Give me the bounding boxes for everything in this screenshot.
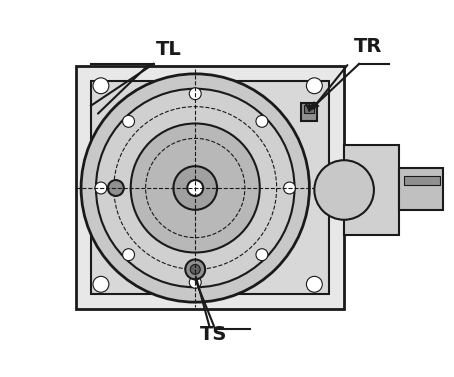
Bar (76, 66, 344, 309)
Circle shape (123, 249, 134, 261)
Circle shape (306, 276, 322, 292)
Circle shape (256, 249, 268, 261)
Circle shape (284, 182, 296, 194)
Circle shape (131, 124, 260, 253)
Text: TL: TL (156, 40, 181, 59)
Bar (344, 145, 399, 234)
Circle shape (256, 115, 268, 127)
Circle shape (185, 259, 205, 279)
Circle shape (306, 78, 322, 94)
Circle shape (314, 160, 374, 220)
Bar (404, 176, 440, 185)
Bar (301, 103, 317, 121)
Circle shape (95, 182, 107, 194)
Circle shape (190, 264, 200, 274)
Bar (91, 81, 329, 294)
Circle shape (81, 74, 309, 302)
Bar (399, 168, 444, 210)
Circle shape (123, 115, 134, 127)
Text: TS: TS (200, 325, 227, 344)
Circle shape (189, 88, 201, 100)
Bar (305, 105, 314, 113)
Circle shape (96, 89, 295, 287)
Circle shape (108, 180, 124, 196)
Circle shape (188, 180, 203, 196)
Circle shape (93, 276, 109, 292)
Text: TR: TR (354, 37, 382, 56)
Circle shape (189, 276, 201, 288)
Circle shape (93, 78, 109, 94)
Circle shape (173, 166, 217, 210)
